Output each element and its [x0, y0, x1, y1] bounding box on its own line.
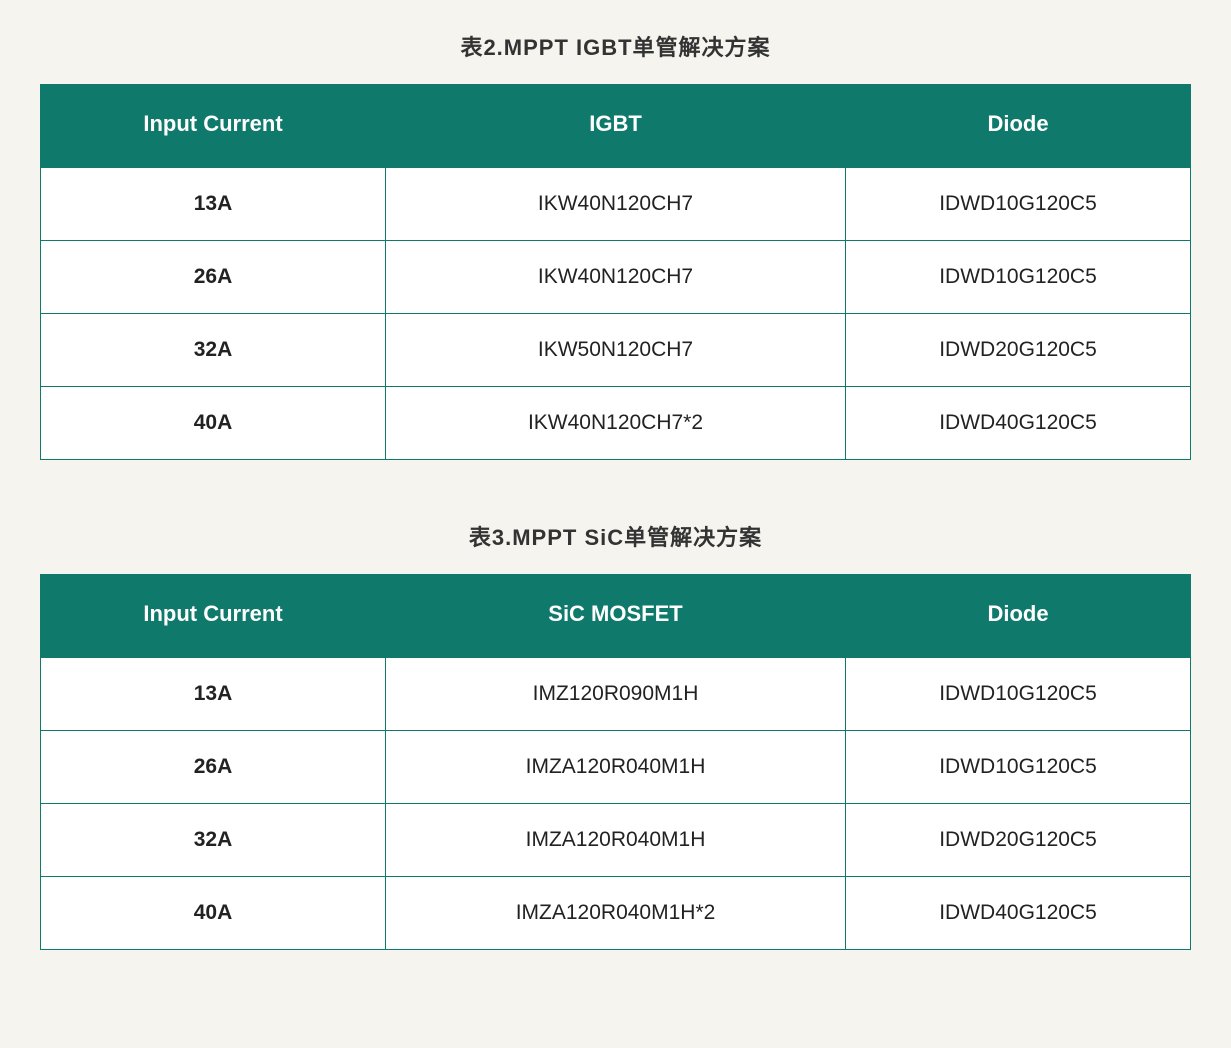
table2-cell: IKW40N120CH7 — [386, 241, 846, 314]
table3-cell: IMZA120R040M1H — [386, 804, 846, 877]
table2-header-diode: Diode — [846, 85, 1191, 168]
table-row: 13A IMZ120R090M1H IDWD10G120C5 — [41, 658, 1191, 731]
table3-cell: IMZ120R090M1H — [386, 658, 846, 731]
table2-cell: IDWD10G120C5 — [846, 168, 1191, 241]
table3-cell: 32A — [41, 804, 386, 877]
table2-cell: IKW40N120CH7*2 — [386, 387, 846, 460]
table2-cell: IDWD40G120C5 — [846, 387, 1191, 460]
table3-header-row: Input Current SiC MOSFET Diode — [41, 575, 1191, 658]
table2-cell: 40A — [41, 387, 386, 460]
table2-cell: IDWD10G120C5 — [846, 241, 1191, 314]
table-row: 32A IKW50N120CH7 IDWD20G120C5 — [41, 314, 1191, 387]
table3-title: 表3.MPPT SiC单管解决方案 — [40, 520, 1191, 552]
table3-cell: IMZA120R040M1H — [386, 731, 846, 804]
table3-header-diode: Diode — [846, 575, 1191, 658]
table3-header-sic-mosfet: SiC MOSFET — [386, 575, 846, 658]
table2-header-input-current: Input Current — [41, 85, 386, 168]
table3-cell: IDWD20G120C5 — [846, 804, 1191, 877]
table-row: 26A IMZA120R040M1H IDWD10G120C5 — [41, 731, 1191, 804]
table3-cell: 26A — [41, 731, 386, 804]
table2-cell: IKW40N120CH7 — [386, 168, 846, 241]
table2-cell: 26A — [41, 241, 386, 314]
table2-cell: 13A — [41, 168, 386, 241]
table2-header-row: Input Current IGBT Diode — [41, 85, 1191, 168]
table-row: 32A IMZA120R040M1H IDWD20G120C5 — [41, 804, 1191, 877]
table-row: 40A IMZA120R040M1H*2 IDWD40G120C5 — [41, 877, 1191, 950]
table2-header-igbt: IGBT — [386, 85, 846, 168]
table3-header-input-current: Input Current — [41, 575, 386, 658]
table3-cell: IDWD10G120C5 — [846, 658, 1191, 731]
table2: Input Current IGBT Diode 13A IKW40N120CH… — [40, 84, 1191, 460]
table3-cell: 40A — [41, 877, 386, 950]
table2-title: 表2.MPPT IGBT单管解决方案 — [40, 30, 1191, 62]
table3-cell: IDWD10G120C5 — [846, 731, 1191, 804]
table2-cell: 32A — [41, 314, 386, 387]
table3-cell: IMZA120R040M1H*2 — [386, 877, 846, 950]
table2-cell: IKW50N120CH7 — [386, 314, 846, 387]
table3-cell: 13A — [41, 658, 386, 731]
page-container: 表2.MPPT IGBT单管解决方案 Input Current IGBT Di… — [0, 0, 1231, 990]
table3-cell: IDWD40G120C5 — [846, 877, 1191, 950]
table-row: 26A IKW40N120CH7 IDWD10G120C5 — [41, 241, 1191, 314]
table-row: 40A IKW40N120CH7*2 IDWD40G120C5 — [41, 387, 1191, 460]
table-row: 13A IKW40N120CH7 IDWD10G120C5 — [41, 168, 1191, 241]
table2-cell: IDWD20G120C5 — [846, 314, 1191, 387]
table3: Input Current SiC MOSFET Diode 13A IMZ12… — [40, 574, 1191, 950]
